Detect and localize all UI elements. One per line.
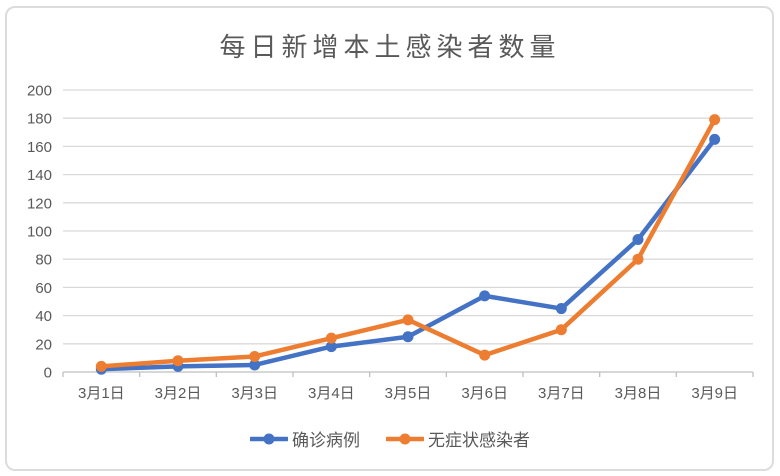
data-point-marker — [95, 360, 107, 372]
y-tick-label: 0 — [44, 365, 52, 382]
legend: 确诊病例 无症状感染者 — [0, 426, 780, 451]
legend-item-asymptomatic: 无症状感染者 — [386, 426, 530, 451]
y-tick-label: 160 — [27, 139, 52, 156]
legend-label-confirmed-cases: 确诊病例 — [292, 431, 360, 450]
x-tick-label: 3月9日 — [691, 385, 738, 402]
x-tick-label: 3月5日 — [385, 385, 432, 402]
x-axis — [62, 371, 754, 377]
data-point-marker — [479, 290, 491, 302]
data-point-marker — [632, 233, 644, 245]
data-point-marker — [632, 253, 644, 265]
legend-line-marker-icon — [250, 433, 288, 444]
y-tick-label: 120 — [27, 195, 52, 212]
data-point-marker — [325, 341, 337, 353]
legend-line-marker-icon — [386, 433, 424, 444]
y-tick-label: 40 — [35, 308, 52, 325]
y-tick-label: 140 — [27, 167, 52, 184]
y-tick-label: 100 — [27, 224, 52, 241]
data-point-marker — [325, 332, 337, 344]
data-point-marker — [172, 355, 184, 367]
data-point-marker — [709, 114, 721, 126]
x-tick-label: 3月6日 — [461, 385, 508, 402]
series-markers — [95, 114, 721, 375]
x-axis-tick-labels: 3月1日 3月2日 3月3日 3月4日 3月5日 3月6日 3月7日 3月8日 3月9日 — [78, 385, 738, 402]
y-axis-tick-labels: 0 20 40 60 80 100 120 140 160 180 200 — [27, 83, 52, 382]
x-tick-label: 3月3日 — [231, 385, 278, 402]
x-tick-label: 3月8日 — [615, 385, 662, 402]
data-point-marker — [249, 350, 261, 362]
data-point-marker — [709, 133, 721, 145]
x-tick-label: 3月4日 — [308, 385, 355, 402]
chart-title: 每日新增本土感染者数量 — [219, 32, 561, 62]
legend-item-confirmed-cases: 确诊病例 — [250, 426, 360, 451]
gridlines — [63, 89, 753, 345]
x-tick-label: 3月2日 — [155, 385, 202, 402]
y-tick-label: 180 — [27, 111, 52, 128]
x-tick-label: 3月7日 — [538, 385, 585, 402]
series-line — [99, 117, 717, 369]
y-tick-label: 80 — [35, 252, 52, 269]
data-point-marker — [402, 314, 414, 326]
data-point-marker — [249, 359, 261, 371]
x-tick-label: 3月1日 — [78, 385, 125, 402]
data-point-marker — [479, 349, 491, 361]
data-point-marker — [555, 303, 567, 315]
y-tick-label: 200 — [27, 83, 52, 100]
legend-label-asymptomatic: 无症状感染者 — [428, 431, 530, 450]
y-tick-label: 20 — [35, 336, 52, 353]
data-point-marker — [402, 331, 414, 343]
y-tick-label: 60 — [35, 280, 52, 297]
data-point-marker — [555, 324, 567, 336]
